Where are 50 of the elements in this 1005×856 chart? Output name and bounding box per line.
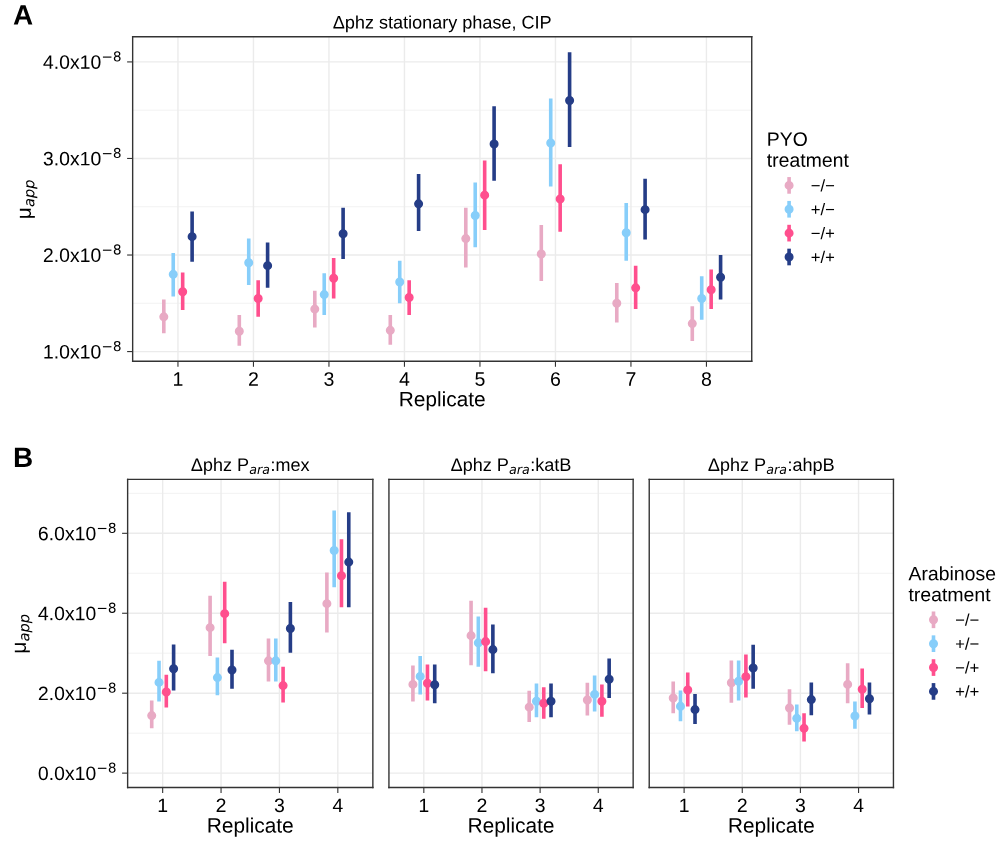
x-tick-label: 3 <box>274 798 284 813</box>
x-axis-title: Replicate <box>400 391 485 411</box>
x-axis-title: Replicate <box>469 817 554 837</box>
x-tick-label: 4 <box>593 798 604 813</box>
chart-title: Δphz P$_{ara}$:ahpB <box>708 457 834 475</box>
x-tick-label: 1 <box>158 798 168 813</box>
legend-label: +/+ <box>811 250 835 263</box>
x-tick-label: 3 <box>324 372 334 386</box>
x-tick-label: 2 <box>249 372 258 386</box>
x-tick-label: 4 <box>399 372 410 386</box>
chart-title: Δphz P$_{ara}$:mex <box>191 457 310 475</box>
x-tick-label: 3 <box>795 798 805 813</box>
legend-label: +/− <box>955 637 979 650</box>
legend-label: −/− <box>955 613 979 626</box>
text: A <box>13 5 33 25</box>
legend-label: −/+ <box>955 661 979 674</box>
y-tick-label: 4.0x10$^{−8}$ <box>38 602 116 621</box>
legend-label: −/− <box>811 179 835 192</box>
x-tick-label: 4 <box>853 798 864 813</box>
chart-title: Δphz P$_{ara}$:katB <box>451 457 571 475</box>
x-tick-label: 1 <box>174 372 183 386</box>
x-tick-label: 7 <box>626 372 636 386</box>
y-tick-label: 6.0x10$^{−8}$ <box>38 522 116 541</box>
legend-label: +/− <box>811 203 835 216</box>
x-tick-label: 5 <box>475 372 485 386</box>
text: B <box>14 447 32 467</box>
x-tick-label: 3 <box>535 798 545 813</box>
x-tick-label: 6 <box>551 372 560 386</box>
chart-title: Δphz stationary phase, CIP <box>333 15 551 33</box>
y-tick-label: 4.0x10$^{−8}$ <box>43 51 121 69</box>
legend-title: PYO treatment <box>767 132 849 167</box>
y-tick-label: 1.0x10$^{−8}$ <box>44 340 121 359</box>
legend-title: Arabinose treatment <box>908 566 996 602</box>
legend-label: −/+ <box>811 226 835 240</box>
x-tick-label: 2 <box>216 798 226 813</box>
y-tick-label: 0.0x10$^{−8}$ <box>38 762 116 781</box>
x-tick-label: 1 <box>680 798 689 813</box>
x-tick-label: 2 <box>477 798 487 813</box>
x-tick-label: 8 <box>701 372 711 386</box>
x-tick-label: 2 <box>737 798 747 813</box>
x-tick-label: 1 <box>419 798 429 813</box>
y-tick-label: 3.0x10$^{−8}$ <box>43 147 121 166</box>
x-axis-title: Replicate <box>208 817 293 837</box>
y-axis-title: μ$_{app}$ <box>14 614 33 653</box>
y-tick-label: 2.0x10$^{−8}$ <box>38 682 116 701</box>
y-tick-label: 2.0x10$^{−8}$ <box>43 244 121 263</box>
x-axis-title: Replicate <box>729 817 814 837</box>
x-tick-label: 4 <box>332 798 343 813</box>
legend-label: +/+ <box>955 685 979 698</box>
y-axis-title: μ$_{app}$ <box>19 180 38 218</box>
